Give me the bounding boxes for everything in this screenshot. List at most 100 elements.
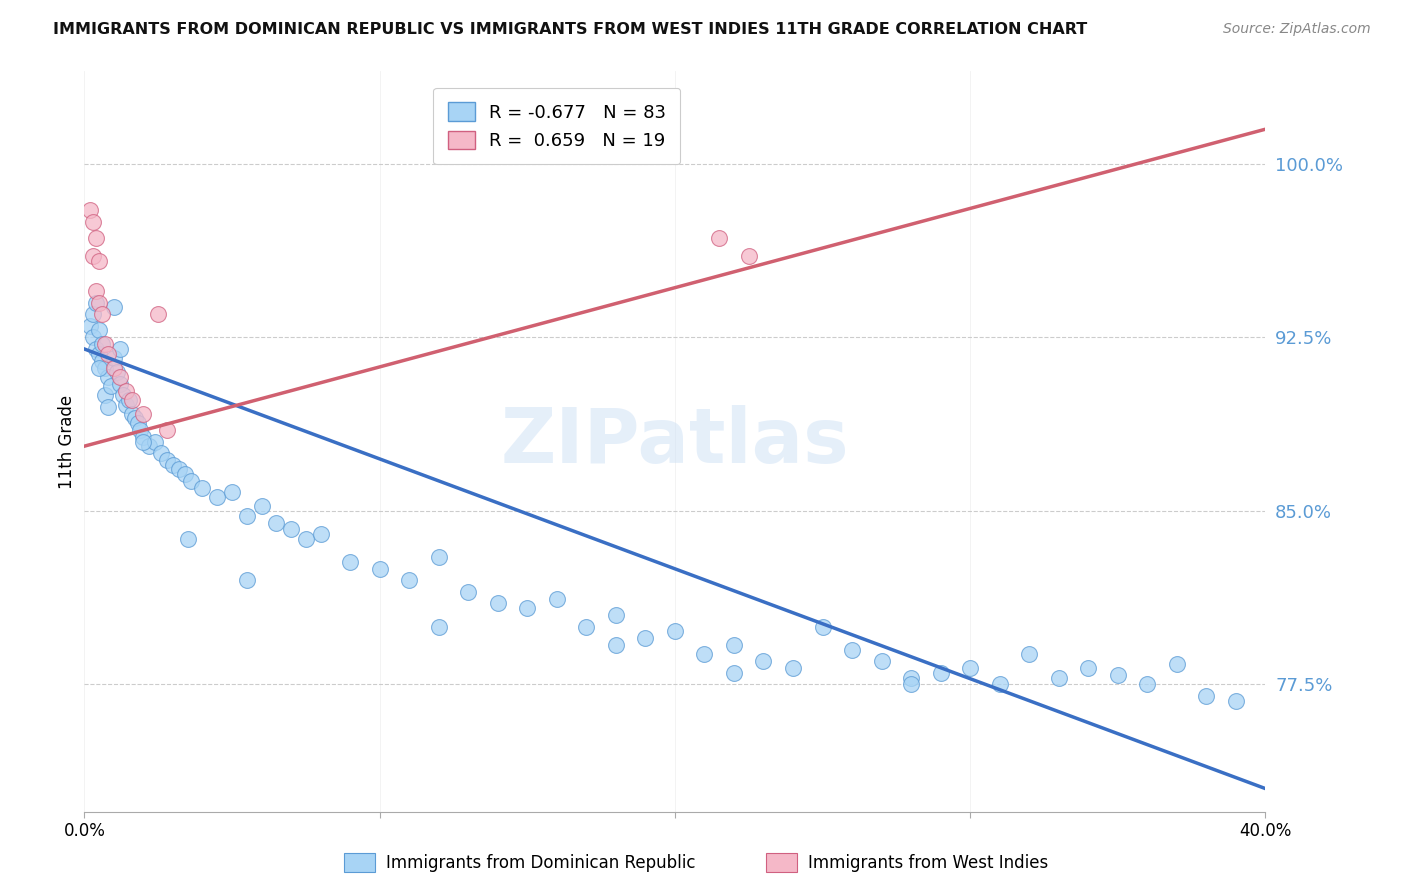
Text: IMMIGRANTS FROM DOMINICAN REPUBLIC VS IMMIGRANTS FROM WEST INDIES 11TH GRADE COR: IMMIGRANTS FROM DOMINICAN REPUBLIC VS IM… <box>53 22 1088 37</box>
Point <box>94 388 117 402</box>
Point <box>180 474 202 488</box>
Point <box>900 671 922 685</box>
Point <box>108 369 131 384</box>
Point <box>250 500 273 514</box>
Point <box>427 620 450 634</box>
Point <box>129 423 152 437</box>
Point <box>105 365 128 379</box>
Text: Immigrants from Dominican Republic: Immigrants from Dominican Republic <box>387 854 696 871</box>
Point <box>664 624 686 639</box>
Point <box>575 620 598 634</box>
Point <box>118 392 141 407</box>
Point <box>398 574 420 588</box>
Point <box>1195 689 1218 703</box>
Text: Source: ZipAtlas.com: Source: ZipAtlas.com <box>1223 22 1371 37</box>
Point <box>103 301 125 315</box>
Point <box>605 638 627 652</box>
Point <box>97 369 120 384</box>
Point <box>143 434 166 449</box>
Point <box>82 307 104 321</box>
Point <box>162 458 184 472</box>
Point <box>87 346 111 360</box>
Point <box>121 407 143 421</box>
Point <box>103 351 125 366</box>
Point <box>87 254 111 268</box>
Point <box>94 337 117 351</box>
Point <box>121 392 143 407</box>
Point <box>148 307 170 321</box>
Point <box>114 384 136 398</box>
Point <box>84 342 107 356</box>
Point <box>605 608 627 623</box>
Point <box>84 284 107 298</box>
Point <box>79 203 101 218</box>
Point <box>1047 671 1070 685</box>
Point <box>177 532 200 546</box>
Point <box>295 532 318 546</box>
Point <box>132 434 155 449</box>
Point <box>124 411 146 425</box>
Point <box>100 379 122 393</box>
Point <box>167 462 190 476</box>
Point <box>870 654 893 668</box>
Point <box>156 453 179 467</box>
Point <box>900 677 922 691</box>
Point <box>221 485 243 500</box>
Point <box>87 360 111 375</box>
Y-axis label: 11th Grade: 11th Grade <box>58 394 76 489</box>
Point <box>91 353 114 368</box>
Point <box>1077 661 1099 675</box>
Point <box>108 342 131 356</box>
Point <box>693 648 716 662</box>
Point <box>87 323 111 337</box>
Point <box>207 490 229 504</box>
Point <box>1107 668 1129 682</box>
Point <box>150 446 173 460</box>
Point <box>127 416 149 430</box>
Point <box>427 550 450 565</box>
Point <box>723 665 745 680</box>
Point <box>79 318 101 333</box>
Point <box>457 585 479 599</box>
Point <box>108 376 131 391</box>
Point <box>723 638 745 652</box>
Point <box>236 574 259 588</box>
Point <box>309 527 332 541</box>
Point <box>929 665 952 680</box>
Legend: R = -0.677   N = 83, R =  0.659   N = 19: R = -0.677 N = 83, R = 0.659 N = 19 <box>433 87 681 164</box>
Point <box>97 346 120 360</box>
Point <box>516 601 538 615</box>
Point <box>266 516 288 530</box>
Point <box>82 215 104 229</box>
Point <box>988 677 1011 691</box>
Text: ZIPatlas: ZIPatlas <box>501 405 849 478</box>
Point <box>1136 677 1159 691</box>
Point <box>111 388 134 402</box>
Point <box>486 597 509 611</box>
Point <box>94 360 117 375</box>
Point <box>1225 694 1247 708</box>
Point <box>91 337 114 351</box>
Point <box>87 295 111 310</box>
Point <box>1166 657 1188 671</box>
Point <box>546 591 568 606</box>
Point <box>1018 648 1040 662</box>
Point <box>114 397 136 411</box>
Point <box>280 523 302 537</box>
Point <box>82 250 104 264</box>
Point <box>156 423 179 437</box>
Point <box>236 508 259 523</box>
Point <box>84 295 107 310</box>
Point <box>173 467 195 481</box>
Point <box>782 661 804 675</box>
Point <box>103 360 125 375</box>
Point <box>752 654 775 668</box>
Point <box>811 620 834 634</box>
Point <box>97 400 120 414</box>
Point <box>368 562 391 576</box>
Point <box>132 407 155 421</box>
Point <box>138 439 160 453</box>
Point <box>339 555 361 569</box>
Point <box>738 250 761 264</box>
Point <box>709 231 731 245</box>
